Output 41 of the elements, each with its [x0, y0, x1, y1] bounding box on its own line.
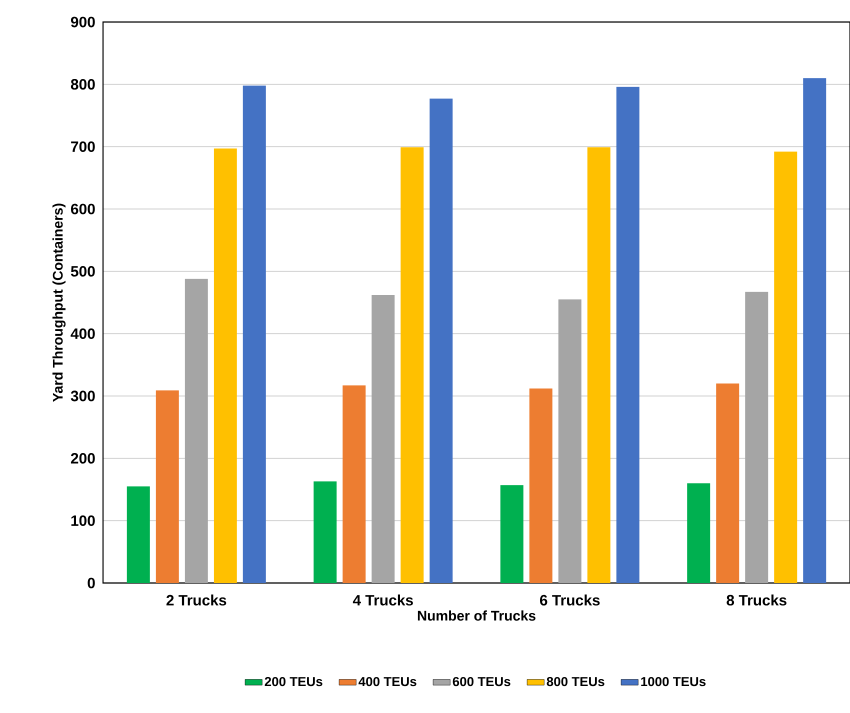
bar — [587, 147, 610, 584]
y-tick-label: 800 — [70, 79, 95, 90]
bar — [529, 388, 552, 584]
bar — [716, 384, 740, 584]
x-tick-label: 2 Trucks — [166, 594, 226, 606]
y-tick-label: 500 — [70, 266, 95, 277]
bar — [214, 148, 237, 584]
bar — [687, 483, 710, 584]
bar — [314, 481, 337, 584]
y-tick-label: 300 — [70, 390, 95, 402]
y-tick-label: 100 — [71, 515, 95, 526]
bar — [500, 485, 524, 584]
bar — [745, 292, 768, 584]
bar — [372, 295, 395, 584]
x-tick-label: 6 Trucks — [540, 594, 600, 606]
bar — [400, 147, 424, 584]
bar — [342, 385, 366, 584]
bar — [558, 299, 582, 584]
x-tick-label: 4 Trucks — [352, 594, 413, 606]
bar — [430, 98, 453, 584]
bar — [184, 278, 208, 584]
y-tick-label: 0 — [88, 578, 95, 588]
bar — [156, 390, 179, 584]
bar — [803, 78, 826, 584]
legend-label: 200 TEUs — [264, 676, 322, 686]
bar — [126, 486, 150, 584]
y-tick-label: 200 — [70, 453, 95, 464]
bar — [774, 152, 798, 584]
y-tick-label: 400 — [70, 328, 95, 339]
legend-label: 800 TEUs — [546, 676, 604, 686]
x-axis-title: Number of Trucks — [418, 610, 536, 621]
bar — [242, 86, 266, 584]
y-tick-label: 700 — [71, 141, 95, 152]
y-tick-label: 900 — [70, 16, 95, 28]
legend-label: 400 TEUs — [358, 676, 416, 686]
y-tick-label: 600 — [70, 204, 95, 214]
x-tick-label: 8 Trucks — [726, 594, 786, 606]
legend-label: 1000 TEUs — [641, 676, 706, 686]
y-axis-title: Yard Throughput (Containers) — [52, 204, 66, 402]
bar — [616, 86, 640, 584]
legend-label: 600 TEUs — [452, 676, 510, 686]
